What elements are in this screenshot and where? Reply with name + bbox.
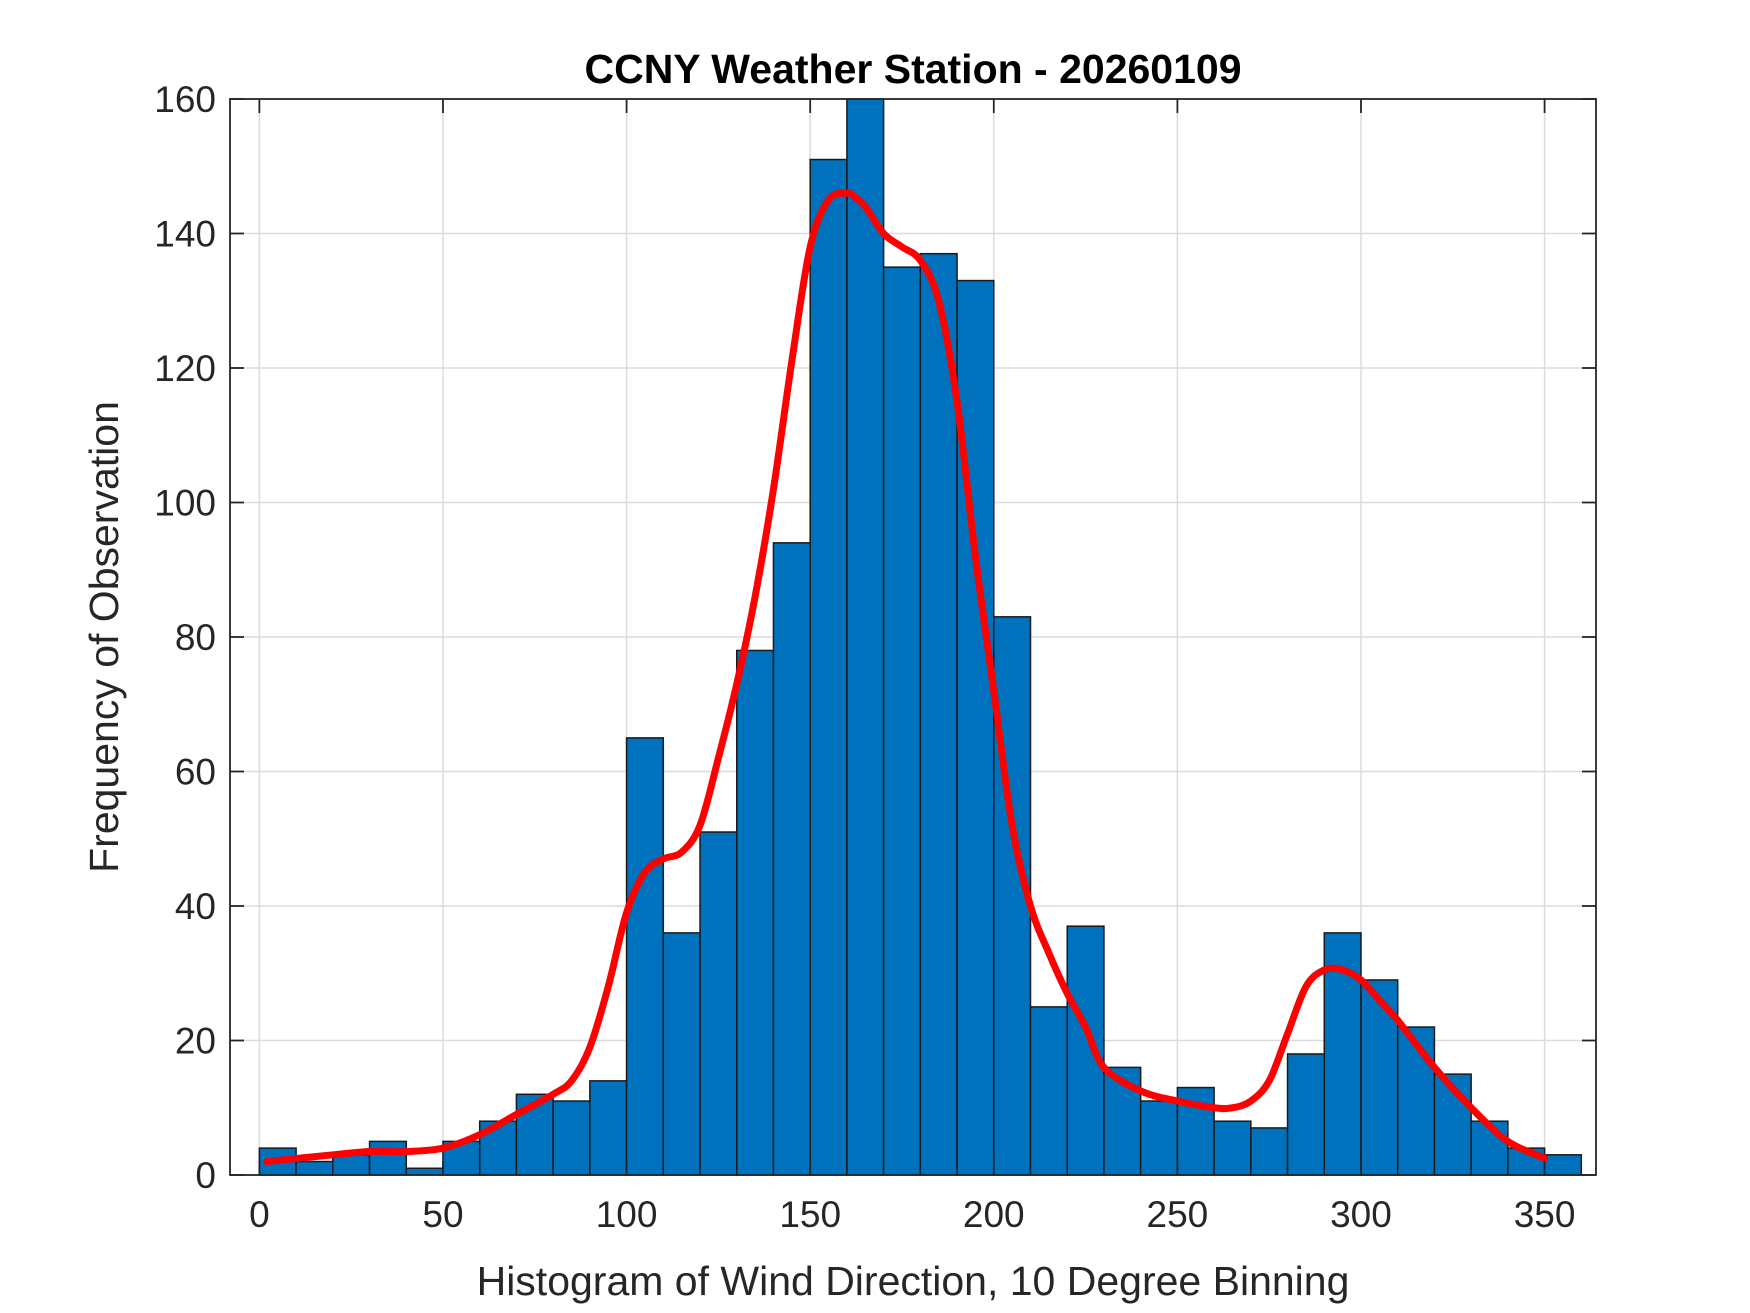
histogram-bar [809, 158, 848, 1176]
histogram-bar [919, 252, 958, 1176]
histogram-bar [368, 1140, 408, 1176]
histogram-bar [735, 649, 775, 1176]
histogram-bar [1213, 1120, 1252, 1176]
x-tick-label: 200 [963, 1194, 1025, 1235]
y-axis-title: Frequency of Observation [81, 401, 127, 873]
histogram-bar [772, 542, 811, 1176]
histogram-bar [295, 1160, 334, 1176]
histogram-bar [1139, 1100, 1179, 1176]
x-tick-label: 350 [1514, 1194, 1576, 1235]
histogram-bar [332, 1154, 371, 1176]
histogram-bar [1250, 1127, 1289, 1176]
x-axis-title: Histogram of Wind Direction, 10 Degree B… [477, 1258, 1350, 1304]
chart-title: CCNY Weather Station - 20260109 [584, 46, 1241, 92]
x-tick-label: 250 [1147, 1194, 1209, 1235]
x-tick-label: 100 [596, 1194, 658, 1235]
x-axis-ticks: 0 50 100 150 200 250 300 350 [249, 99, 1575, 1235]
y-tick-label: 100 [154, 483, 216, 524]
histogram-bar [1396, 1026, 1436, 1176]
histogram-bar [589, 1080, 628, 1176]
y-tick-label: 120 [154, 348, 216, 389]
y-tick-label: 140 [154, 214, 216, 255]
histogram-bar [846, 98, 885, 1176]
density-curve [263, 189, 1549, 1166]
x-tick-label: 0 [249, 1194, 270, 1235]
y-axis-ticks: 0 20 40 60 80 100 120 140 160 [154, 79, 1596, 1196]
histogram-bar [552, 1100, 591, 1176]
y-tick-label: 160 [154, 79, 216, 120]
histogram-bar [1543, 1154, 1583, 1176]
histogram-bar [1286, 1053, 1326, 1176]
x-tick-label: 300 [1330, 1194, 1392, 1235]
histogram-bar [882, 266, 922, 1176]
y-tick-label: 0 [195, 1155, 216, 1196]
histogram-bar [625, 737, 665, 1176]
y-tick-label: 40 [175, 886, 216, 927]
histogram-bar [1029, 1006, 1068, 1176]
histogram-bar [956, 279, 995, 1176]
y-tick-label: 80 [175, 617, 216, 658]
histogram-bar [662, 932, 701, 1176]
x-tick-label: 50 [422, 1194, 463, 1235]
histogram-bar [699, 831, 738, 1176]
density-curve-layer [263, 189, 1549, 1166]
y-tick-label: 20 [175, 1021, 216, 1062]
y-tick-label: 60 [175, 752, 216, 793]
histogram-bars [258, 98, 1583, 1176]
x-tick-label: 150 [779, 1194, 841, 1235]
histogram-bar [405, 1167, 444, 1176]
